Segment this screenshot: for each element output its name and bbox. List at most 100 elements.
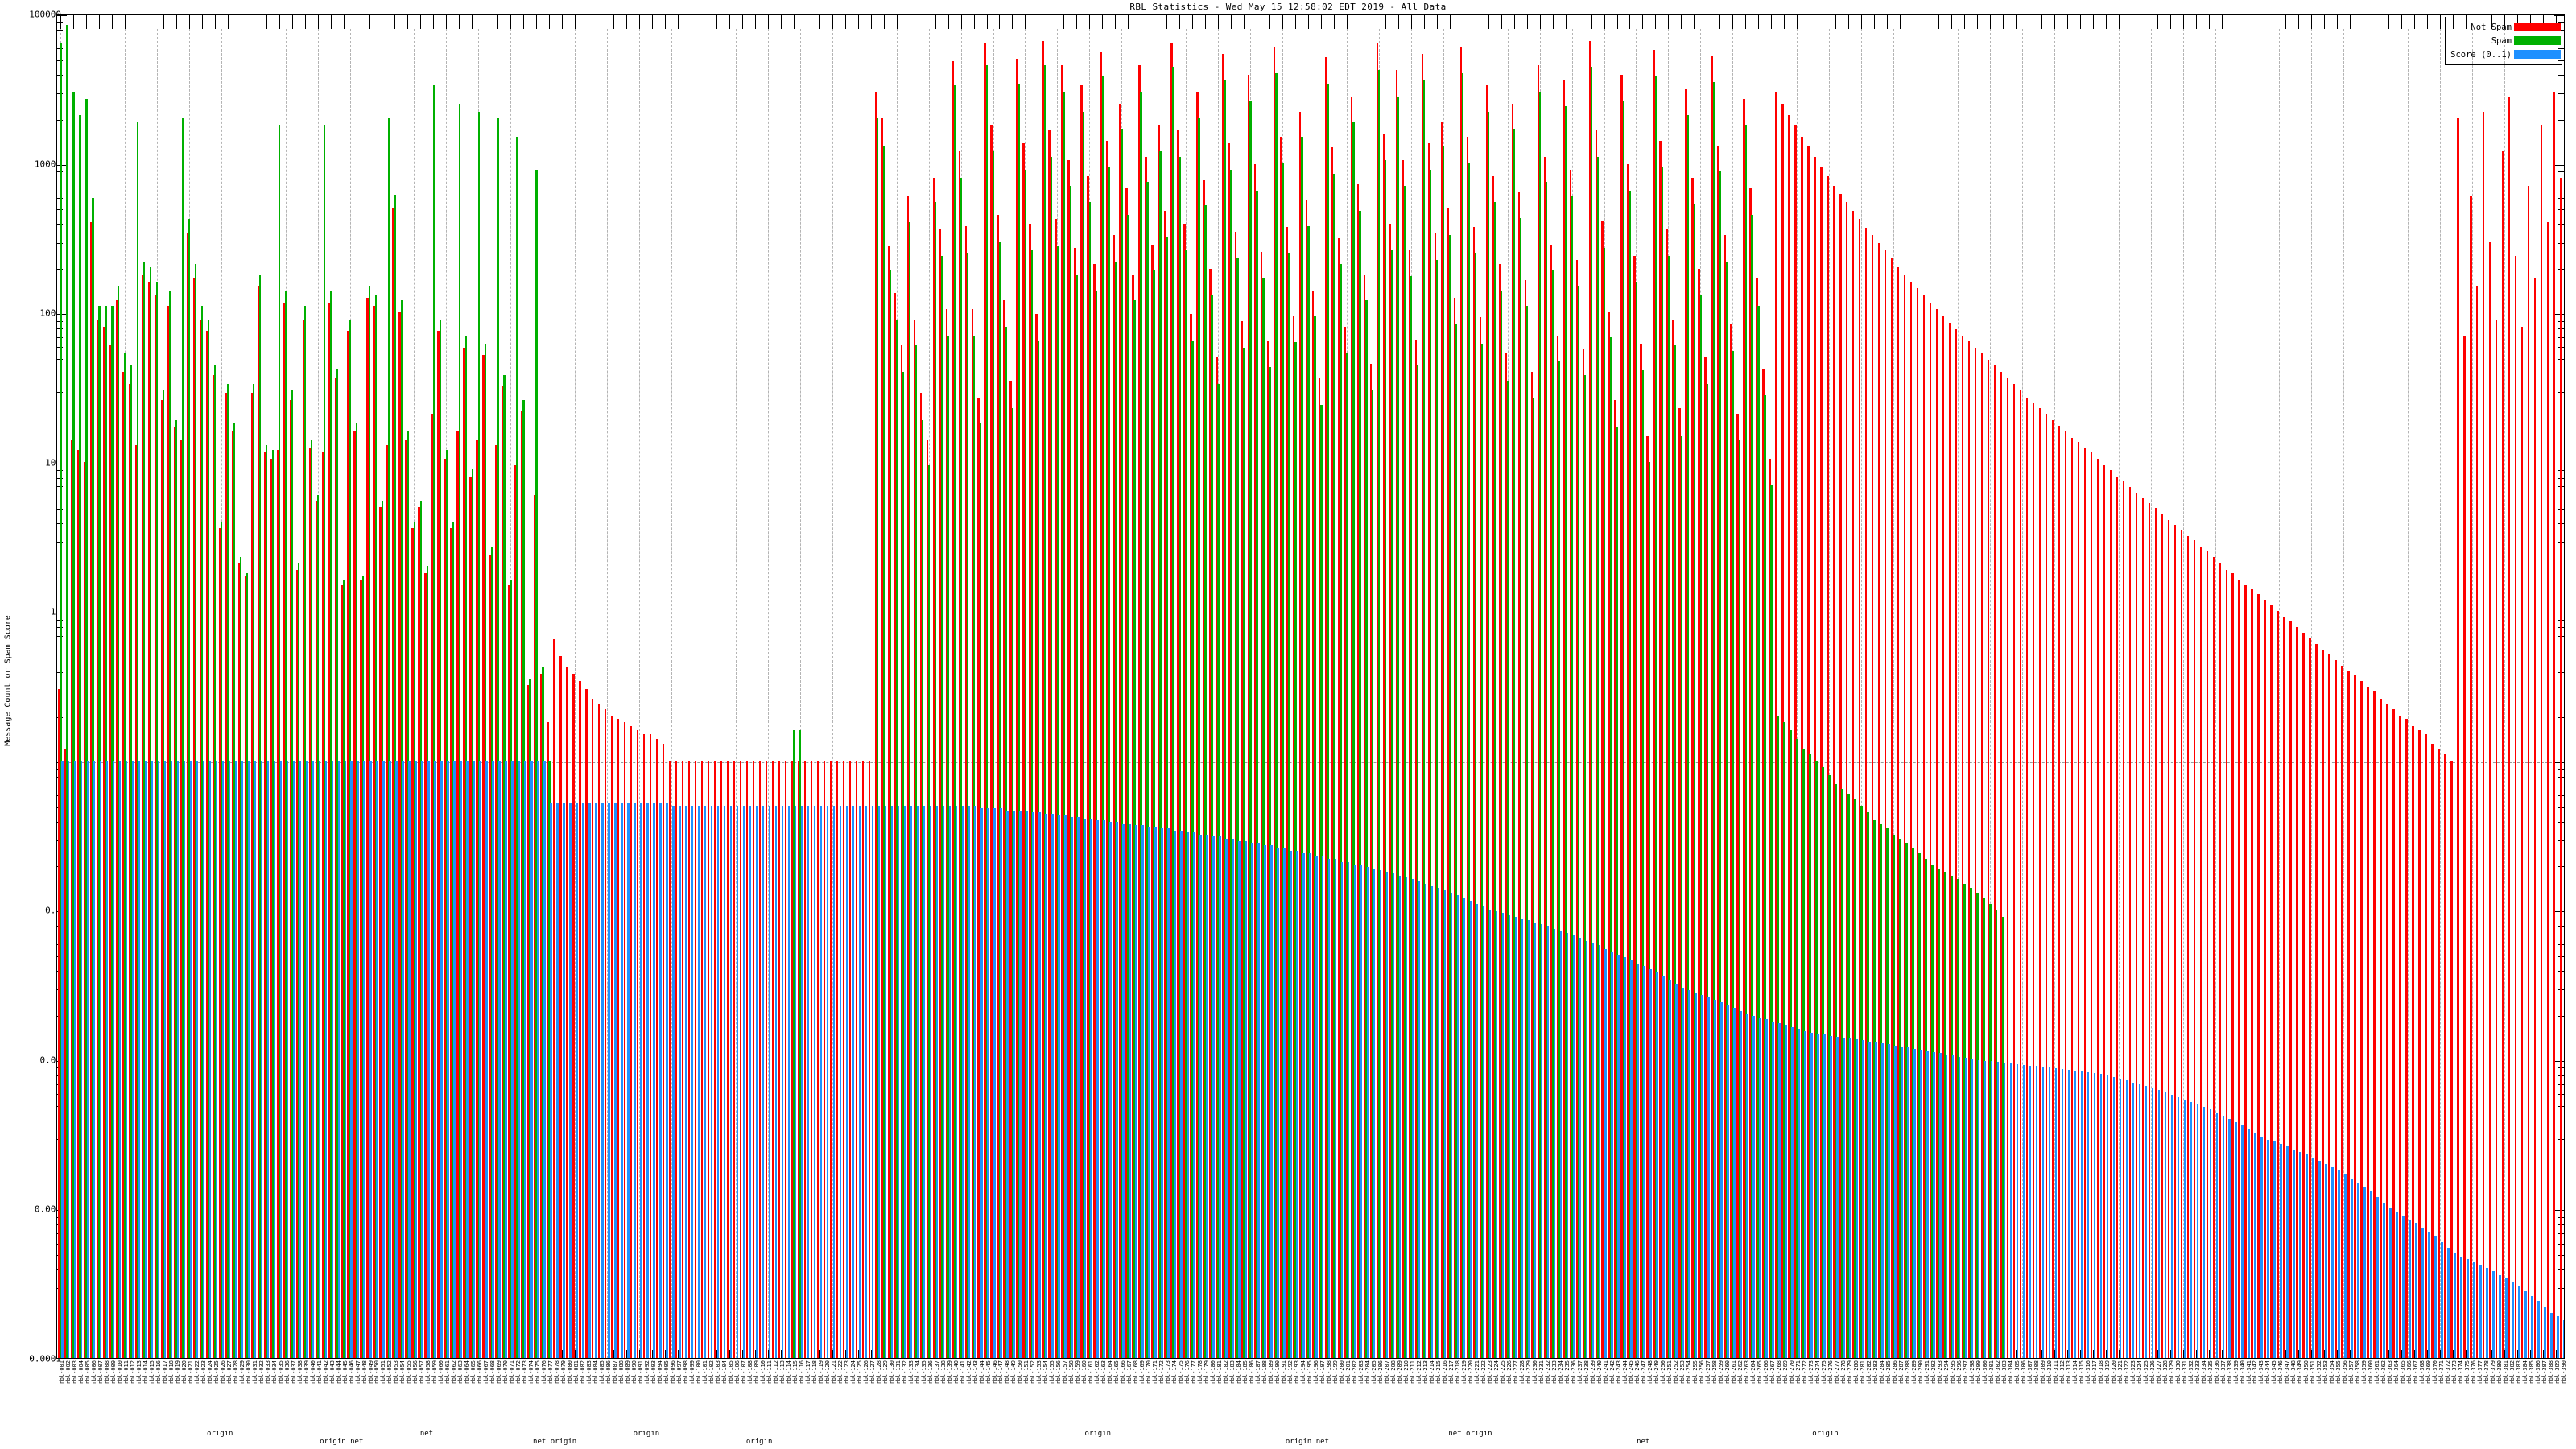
legend-item[interactable]: Spam [2450, 34, 2561, 47]
bar-not-spam [424, 572, 427, 1358]
legend[interactable]: Not Spam Spam Score (0..1) [2445, 17, 2562, 65]
x-tick-label: rbl-030 [245, 1360, 252, 1385]
x-axis-tick-bottom [2427, 1350, 2429, 1358]
bar-score [1476, 903, 1479, 1358]
bar-score [948, 805, 952, 1358]
bar-not-spam [1672, 319, 1674, 1358]
bar-score [1572, 935, 1575, 1358]
bar-spam [1301, 136, 1303, 1358]
bar-not-spam [855, 760, 858, 1358]
vertical-gridline [639, 29, 641, 1358]
x-axis-tick-top [870, 15, 872, 29]
x-tick-label: rbl-032 [258, 1360, 265, 1385]
bar-not-spam [1492, 175, 1495, 1358]
bar-score [189, 760, 192, 1358]
bar-not-spam [1061, 65, 1063, 1358]
bar-not-spam [1100, 52, 1102, 1358]
bar-not-spam [1517, 192, 1521, 1358]
bar-not-spam [720, 760, 723, 1358]
bar-score [2376, 1196, 2379, 1358]
x-axis-tick-top [549, 15, 551, 29]
bar-score [498, 760, 501, 1358]
bar-score [2434, 1236, 2437, 1358]
bar-spam [1159, 151, 1162, 1358]
bar-not-spam [1395, 69, 1398, 1358]
bar-score [2338, 1170, 2340, 1358]
bar-spam [303, 306, 307, 1358]
x-tick-label: rbl-326 [2149, 1360, 2156, 1385]
vertical-gridline [1989, 29, 1991, 1358]
bar-spam [1667, 255, 1670, 1358]
bar-not-spam [147, 282, 151, 1358]
bar-not-spam [1382, 133, 1385, 1358]
x-axis-tick-top [201, 15, 203, 29]
bar-spam [1391, 250, 1393, 1358]
bar-spam [1030, 250, 1034, 1358]
bar-not-spam [1691, 177, 1694, 1358]
bar-not-spam [2038, 407, 2041, 1358]
bar-spam [1777, 715, 1779, 1358]
bar-not-spam [1138, 65, 1141, 1358]
x-axis-tick-top [2195, 15, 2197, 29]
x-axis-tick-top [1346, 15, 1348, 29]
bar-not-spam [765, 760, 768, 1358]
bar-spam [1686, 114, 1689, 1358]
bar-score [2479, 1265, 2482, 1358]
bar-spam [1487, 112, 1490, 1358]
bar-score [1919, 1049, 1922, 1358]
legend-item[interactable]: Not Spam [2450, 20, 2561, 34]
legend-item-label: Score (0..1) [2450, 49, 2512, 60]
bar-score [569, 803, 572, 1358]
bar-spam [1436, 259, 1439, 1358]
bar-score [2543, 1307, 2546, 1358]
x-axis-tick-top [2337, 15, 2339, 29]
x-tick-label-major: origin [745, 1438, 773, 1446]
bar-score [634, 803, 636, 1358]
bar-not-spam [2546, 222, 2549, 1358]
bar-not-spam [2322, 650, 2324, 1358]
bar-score [614, 803, 617, 1358]
bar-score [1964, 1058, 1967, 1358]
bar-score [871, 805, 874, 1358]
bar-not-spam [1356, 184, 1360, 1358]
bar-score [389, 760, 391, 1358]
x-axis-tick-top [1887, 15, 1889, 29]
bar-not-spam [637, 729, 639, 1358]
bar-not-spam [1717, 146, 1719, 1358]
bar-not-spam [1453, 298, 1456, 1358]
bar-score [858, 805, 861, 1358]
bar-score [2061, 1069, 2064, 1358]
bar-score [1662, 976, 1665, 1358]
vertical-gridline [607, 29, 609, 1358]
bar-spam [323, 125, 326, 1358]
y-tick-label: 0.001 [34, 1203, 61, 1215]
bar-not-spam [1775, 92, 1777, 1358]
x-axis-tick-top [1874, 15, 1876, 29]
bar-score [2312, 1157, 2314, 1358]
x-axis-tick-top [1244, 15, 1245, 29]
bar-not-spam [585, 689, 588, 1358]
bar-score [1051, 813, 1054, 1358]
bar-not-spam [347, 331, 349, 1358]
bar-not-spam [1794, 125, 1797, 1358]
bar-score [1122, 823, 1125, 1358]
bar-not-spam [76, 449, 80, 1358]
bar-spam [1288, 253, 1290, 1358]
bar-not-spam [508, 584, 510, 1358]
bar-score [653, 803, 655, 1358]
bar-not-spam [1009, 380, 1012, 1358]
vertical-gridline [1829, 29, 1831, 1358]
bar-not-spam [1132, 274, 1134, 1358]
bar-not-spam [2019, 390, 2022, 1358]
bar-not-spam [1106, 141, 1108, 1358]
x-tick-label: rbl-225 [1499, 1360, 1506, 1385]
bar-spam [1037, 340, 1040, 1358]
x-axis-tick-top [1320, 15, 1322, 29]
bar-score [1141, 824, 1144, 1358]
x-axis-tick-bottom [780, 1350, 782, 1358]
bar-spam [1024, 170, 1027, 1358]
legend-item[interactable]: Score (0..1) [2450, 47, 2561, 61]
bar-score [247, 760, 250, 1358]
bar-not-spam [1659, 141, 1662, 1358]
x-axis-tick-top [240, 15, 242, 29]
